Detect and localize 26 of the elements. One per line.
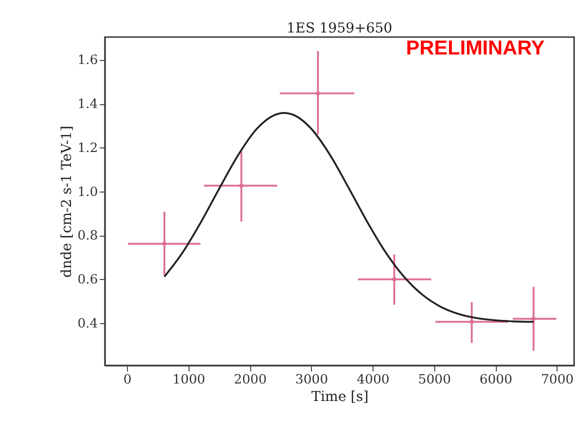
chart-title: 1ES 1959+650 (286, 20, 392, 36)
x-tick-label: 1000 (172, 372, 206, 388)
point (162, 242, 166, 246)
point (470, 320, 474, 324)
x-tick-label: 7000 (540, 372, 574, 388)
y-tick-label: 1.4 (77, 97, 98, 112)
x-tick-label: 5000 (418, 372, 451, 388)
y-tick-label: 0.4 (77, 316, 98, 332)
x-tick-label: 4000 (356, 372, 390, 388)
y-tick-label: 0.6 (77, 272, 98, 288)
x-axis-title: Time [s] (311, 388, 368, 405)
point (531, 316, 536, 321)
y-tick-label: 1.2 (77, 140, 98, 156)
y-tick-label: 1.6 (77, 53, 98, 68)
x-tick-label: 6000 (480, 372, 512, 388)
y-tick-label: 1.0 (77, 184, 98, 200)
y-tick-label: 0.8 (77, 228, 98, 244)
point (392, 277, 396, 282)
point (239, 184, 244, 188)
y-axis-title: dnde [cm-2 s-1 TeV-1] (59, 126, 76, 278)
point (316, 91, 320, 96)
x-tick-label: 2000 (234, 372, 267, 388)
x-tick-label: 0 (123, 372, 132, 388)
annotation: PRELIMINARY (406, 38, 546, 60)
line-series (163, 112, 534, 323)
x-tick-label: 3000 (295, 372, 328, 388)
